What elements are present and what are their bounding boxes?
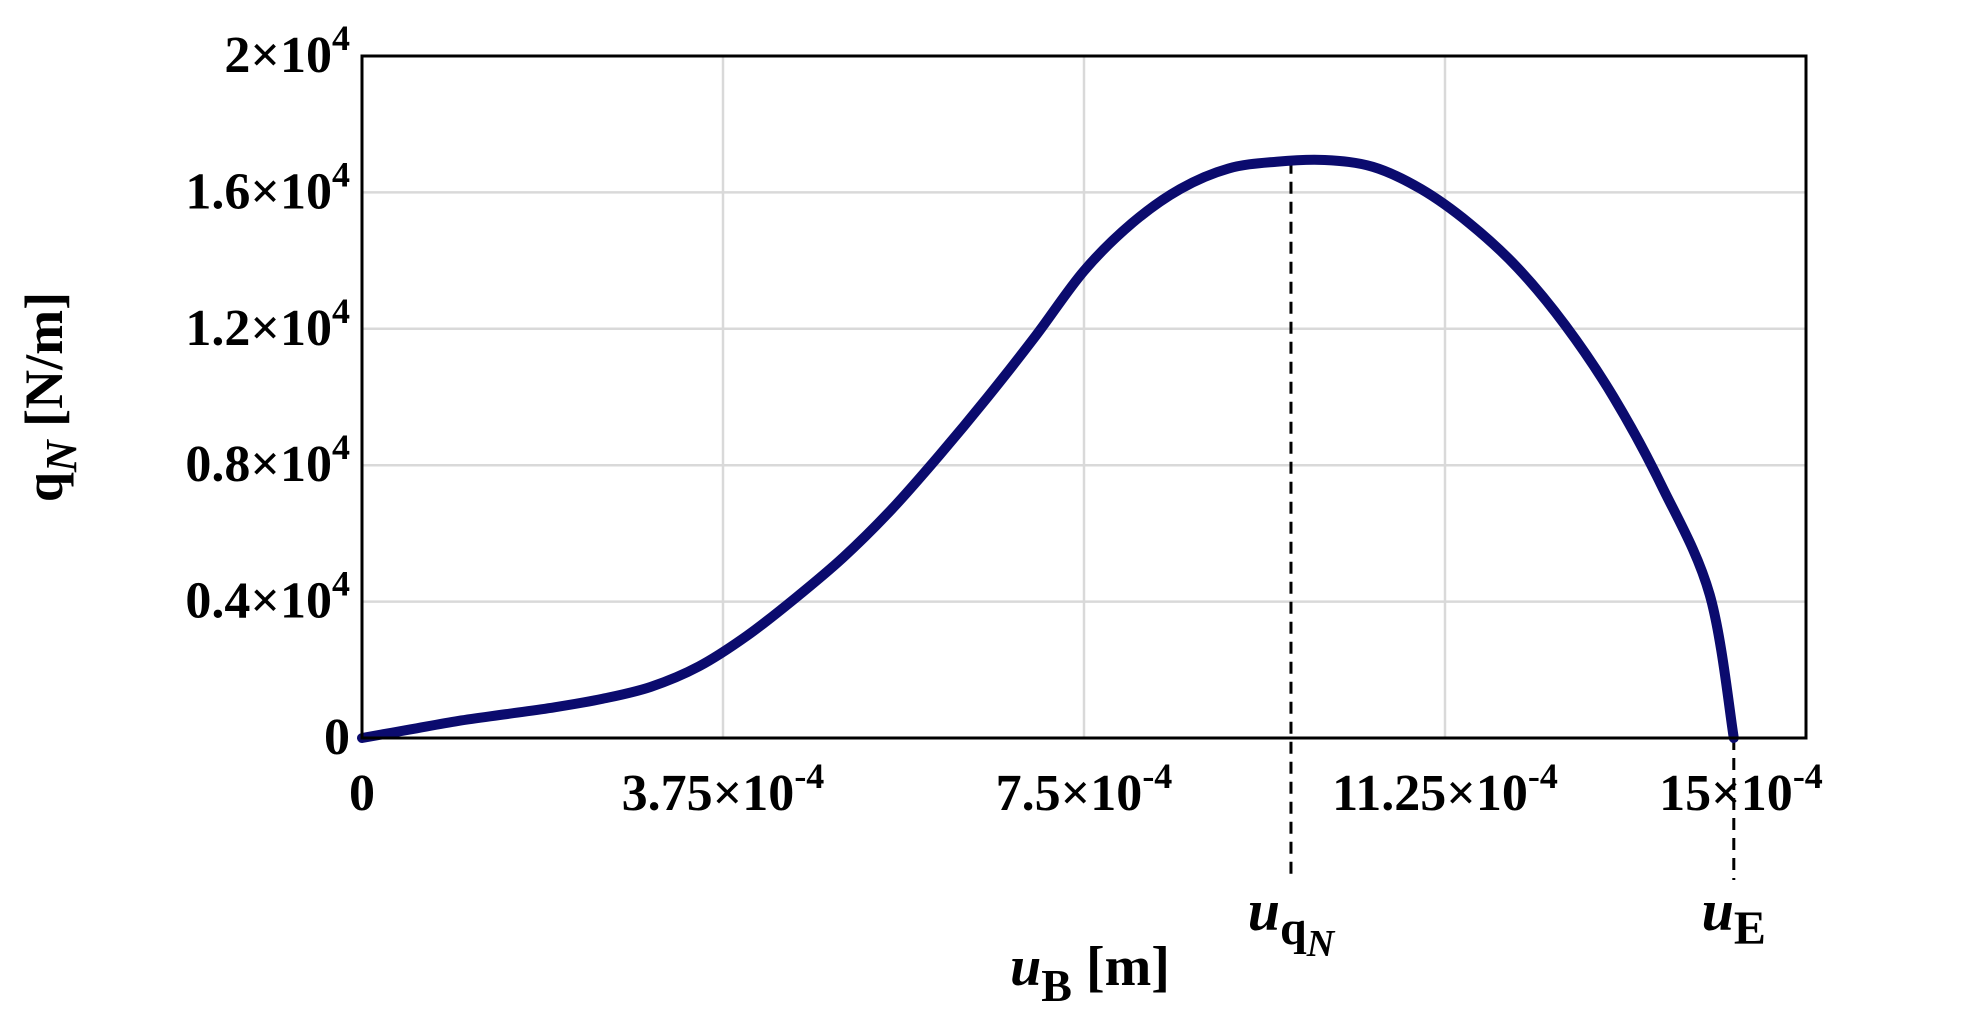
y-tick-label: 0.8×104 bbox=[185, 427, 350, 493]
x-tick-label: 0 bbox=[349, 765, 375, 822]
y-tick-label: 2×104 bbox=[224, 18, 350, 84]
plot-frame bbox=[360, 54, 1808, 740]
x-tick-label: 11.25×10-4 bbox=[1332, 756, 1558, 822]
grid bbox=[362, 56, 1806, 738]
x-axis-label: uB [m] bbox=[1010, 936, 1170, 1011]
x-tick-label: 3.75×10-4 bbox=[622, 756, 825, 822]
annotation-labels: uqN uE bbox=[1248, 878, 1766, 965]
series-layer bbox=[357, 154, 1739, 743]
x-tick-label: 7.5×10-4 bbox=[996, 756, 1173, 822]
y-tick-label: 0 bbox=[324, 709, 350, 766]
y-axis-label: qN [N/m] bbox=[14, 292, 86, 502]
annotation-lines bbox=[1289, 161, 1736, 880]
annotation-label: uE bbox=[1702, 878, 1766, 955]
y-tick-labels: 0 0.4×104 0.8×104 1.2×104 1.6×104 2×104 bbox=[185, 18, 350, 766]
x-tick-label: 15×10-4 bbox=[1659, 756, 1823, 822]
y-tick-label: 0.4×104 bbox=[185, 564, 350, 630]
annotation-label: uqN bbox=[1248, 878, 1336, 965]
x-tick-labels: 0 3.75×10-4 7.5×10-4 11.25×10-4 15×10-4 bbox=[349, 756, 1823, 822]
series-line bbox=[357, 154, 1739, 743]
y-tick-label: 1.6×104 bbox=[185, 154, 350, 220]
y-tick-label: 1.2×104 bbox=[185, 291, 350, 357]
